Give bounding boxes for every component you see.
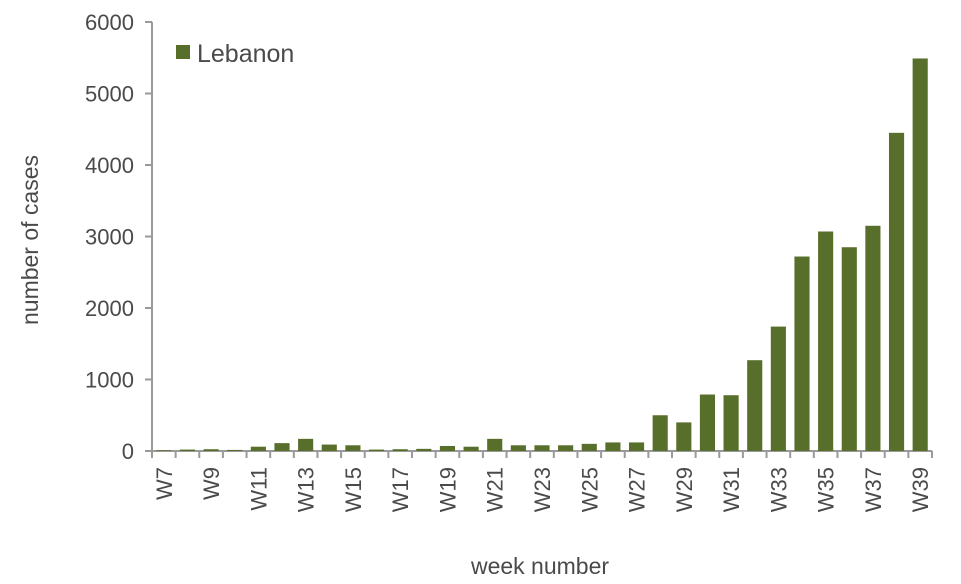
y-axis: 0 1000 2000 3000 4000 5000 6000 [85, 10, 153, 464]
bar-w19 [439, 445, 456, 451]
bar-w21 [487, 438, 503, 451]
bar-w24 [558, 445, 574, 451]
bar-w18 [416, 448, 432, 451]
bar-w34 [794, 256, 810, 451]
x-tick-label: W17 [388, 467, 413, 512]
x-tick-label: W35 [814, 467, 839, 512]
legend-swatch-lebanon [176, 45, 190, 59]
bar-w31 [723, 395, 739, 451]
x-tick-label: W19 [435, 467, 460, 512]
bar-w33 [770, 326, 786, 451]
x-tick-label: W21 [483, 467, 508, 512]
bar-series-lebanon [156, 58, 928, 452]
bar-w11 [250, 446, 266, 451]
x-tick-label: W37 [861, 467, 886, 512]
bar-w27 [628, 442, 645, 451]
x-tick-label: W27 [625, 467, 650, 512]
bar-w12 [274, 443, 290, 451]
x-tick-label: W23 [530, 467, 555, 512]
x-tick-label: W33 [766, 467, 791, 512]
bar-w25 [581, 443, 597, 451]
bar-w10 [227, 449, 243, 451]
x-tick-label: W11 [246, 467, 271, 511]
bar-w14 [321, 444, 337, 451]
y-tick-label: 4000 [85, 153, 134, 178]
bar-w20 [463, 446, 479, 451]
y-tick-label: 5000 [85, 82, 134, 107]
y-tick-label: 1000 [85, 368, 134, 393]
bar-w8 [179, 449, 196, 451]
x-tick-label: W9 [199, 467, 224, 500]
x-tick-label: W25 [577, 467, 602, 512]
x-tick-label: W15 [341, 467, 366, 512]
bar-w13 [298, 438, 314, 451]
x-tick-label: W39 [908, 467, 933, 512]
bar-w15 [345, 445, 361, 451]
bar-w17 [392, 449, 408, 451]
x-axis: W7 W9 W11 W13 W15 W17 W19 W21 W23 W25 W27 W29 W31 W33… [151, 450, 933, 512]
bar-w26 [605, 442, 621, 451]
x-axis-title: week number [470, 553, 609, 579]
bar-w7 [156, 450, 172, 451]
y-tick-label: 2000 [85, 296, 134, 321]
bar-w30 [699, 394, 716, 451]
y-tick-label: 6000 [85, 10, 134, 35]
legend-label-lebanon: Lebanon [197, 40, 294, 68]
bar-w39 [912, 58, 928, 452]
x-tick-label: W29 [672, 467, 697, 512]
y-axis-title: number of cases [17, 155, 43, 325]
x-tick-label: W7 [152, 467, 177, 500]
bar-w28 [652, 415, 668, 451]
bar-w37 [865, 225, 881, 451]
bar-w38 [888, 132, 905, 451]
bar-w22 [510, 445, 526, 451]
legend: Lebanon [176, 40, 294, 68]
y-tick-label: 0 [122, 439, 134, 464]
bar-w23 [534, 445, 550, 451]
bar-w29 [676, 422, 692, 451]
bar-w36 [841, 247, 857, 451]
bar-w16 [368, 449, 385, 451]
y-tick-label: 3000 [85, 225, 134, 250]
bar-w32 [747, 360, 763, 451]
x-tick-label: W31 [719, 467, 744, 512]
bar-w9 [203, 449, 219, 451]
bar-w35 [818, 231, 834, 451]
x-tick-label: W13 [294, 467, 319, 512]
